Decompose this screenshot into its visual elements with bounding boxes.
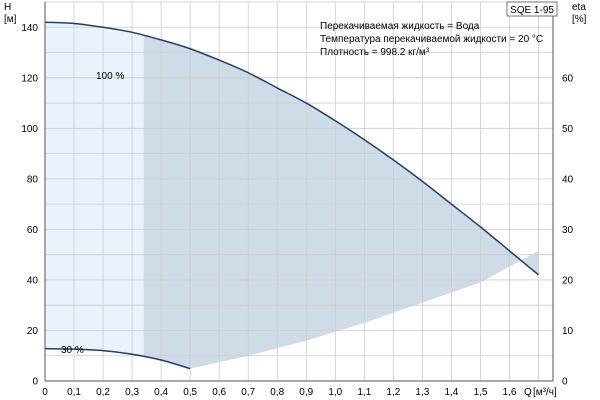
y-right-label: eta — [572, 2, 586, 13]
y-left-tick-label: 20 — [27, 326, 39, 337]
x-axis-unit: [м³/ч] — [533, 387, 557, 398]
x-tick-label: 1,5 — [473, 387, 487, 398]
x-tick-label: 0,7 — [241, 387, 255, 398]
y-right-tick-label: 20 — [562, 275, 574, 286]
y-left-tick-label: 80 — [27, 174, 39, 185]
grid-lines — [44, 1, 553, 381]
curve-label-30: 30 % — [61, 345, 84, 356]
y-right-tick-label: 10 — [562, 326, 574, 337]
x-tick-label: 1,4 — [444, 387, 458, 398]
y-right-unit: [%] — [572, 14, 587, 25]
info-line-density: Плотность = 998.2 кг/м³ — [320, 47, 430, 58]
x-tick-label: 0,4 — [154, 387, 168, 398]
x-tick-label: 0,1 — [67, 387, 81, 398]
x-tick-label: 1,6 — [503, 387, 517, 398]
curve-100-percent — [44, 21, 539, 276]
x-tick-label: 0,3 — [125, 387, 139, 398]
x-tick-label: 1,1 — [357, 387, 371, 398]
x-tick-label: 0,8 — [270, 387, 284, 398]
tick-labels: 0 0,1 0,2 0,3 0,4 0,5 0,6 0,7 0,8 0,9 1,0 1,1 1,2 1,3… — [21, 23, 573, 398]
y-right-tick-label: 0 — [562, 377, 568, 388]
y-left-unit: [м] — [4, 14, 17, 25]
y-left-tick-label: 100 — [21, 124, 38, 135]
x-tick-label: 1,0 — [328, 387, 342, 398]
x-axis-label: Q — [524, 387, 532, 398]
y-right-tick-label: 60 — [562, 73, 574, 84]
fill-region-operating — [143, 35, 539, 369]
curve-label-100: 100 % — [96, 71, 124, 82]
x-tick-label: 1,3 — [415, 387, 429, 398]
x-tick-label: 0,9 — [299, 387, 313, 398]
x-tick-label: 0,5 — [183, 387, 197, 398]
y-right-tick-label: 50 — [562, 124, 574, 135]
y-left-tick-label: 60 — [27, 225, 39, 236]
y-left-tick-label: 40 — [27, 275, 39, 286]
y-left-tick-label: 140 — [21, 23, 38, 34]
y-right-tick-label: 30 — [562, 225, 574, 236]
x-tick-label: 0 — [42, 387, 48, 398]
y-left-label: H — [4, 2, 11, 13]
x-tick-label: 1,2 — [386, 387, 400, 398]
x-tick-label: 0,2 — [96, 387, 110, 398]
y-right-tick-label: 40 — [562, 174, 574, 185]
x-tick-label: 0,6 — [212, 387, 226, 398]
fill-region-low-flow — [45, 22, 144, 357]
info-line-fluid: Перекачиваемая жидкость = Вода — [320, 21, 480, 32]
y-left-tick-label: 0 — [32, 377, 38, 388]
axes — [44, 2, 554, 382]
chart-title: SQE 1-95 — [510, 5, 554, 16]
y-left-tick-label: 120 — [21, 73, 38, 84]
info-line-temperature: Температура перекачиваемой жидкости = 20… — [320, 34, 543, 45]
operating-range-fills — [45, 22, 539, 369]
curves — [44, 21, 539, 370]
title-box — [506, 1, 558, 17]
curve-30-percent — [44, 347, 191, 370]
